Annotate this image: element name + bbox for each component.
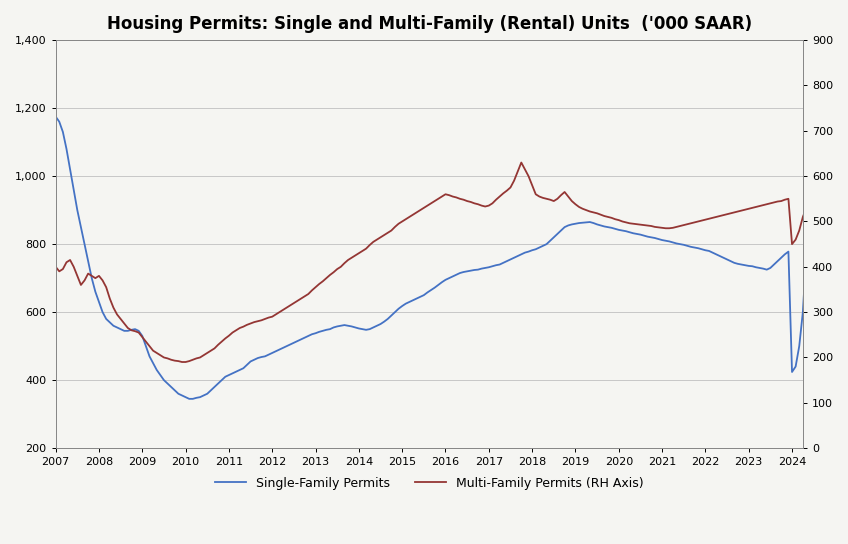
Multi-Family Permits (RH Axis) bbox=[776, 198, 786, 205]
Single-Family Permits bbox=[51, 113, 61, 120]
Single-Family Permits bbox=[184, 395, 194, 402]
Title: Housing Permits: Single and Multi-Family (Rental) Units  ('000 SAAR): Housing Permits: Single and Multi-Family… bbox=[107, 15, 752, 33]
Multi-Family Permits (RH Axis) bbox=[224, 332, 234, 339]
Multi-Family Permits (RH Axis) bbox=[51, 263, 61, 270]
Line: Single-Family Permits: Single-Family Permits bbox=[56, 84, 848, 399]
Single-Family Permits bbox=[776, 255, 786, 261]
Single-Family Permits bbox=[819, 81, 829, 88]
Single-Family Permits bbox=[224, 372, 234, 378]
Multi-Family Permits (RH Axis) bbox=[177, 358, 187, 365]
Line: Multi-Family Permits (RH Axis): Multi-Family Permits (RH Axis) bbox=[56, 144, 848, 362]
Legend: Single-Family Permits, Multi-Family Permits (RH Axis): Single-Family Permits, Multi-Family Perm… bbox=[209, 472, 649, 495]
